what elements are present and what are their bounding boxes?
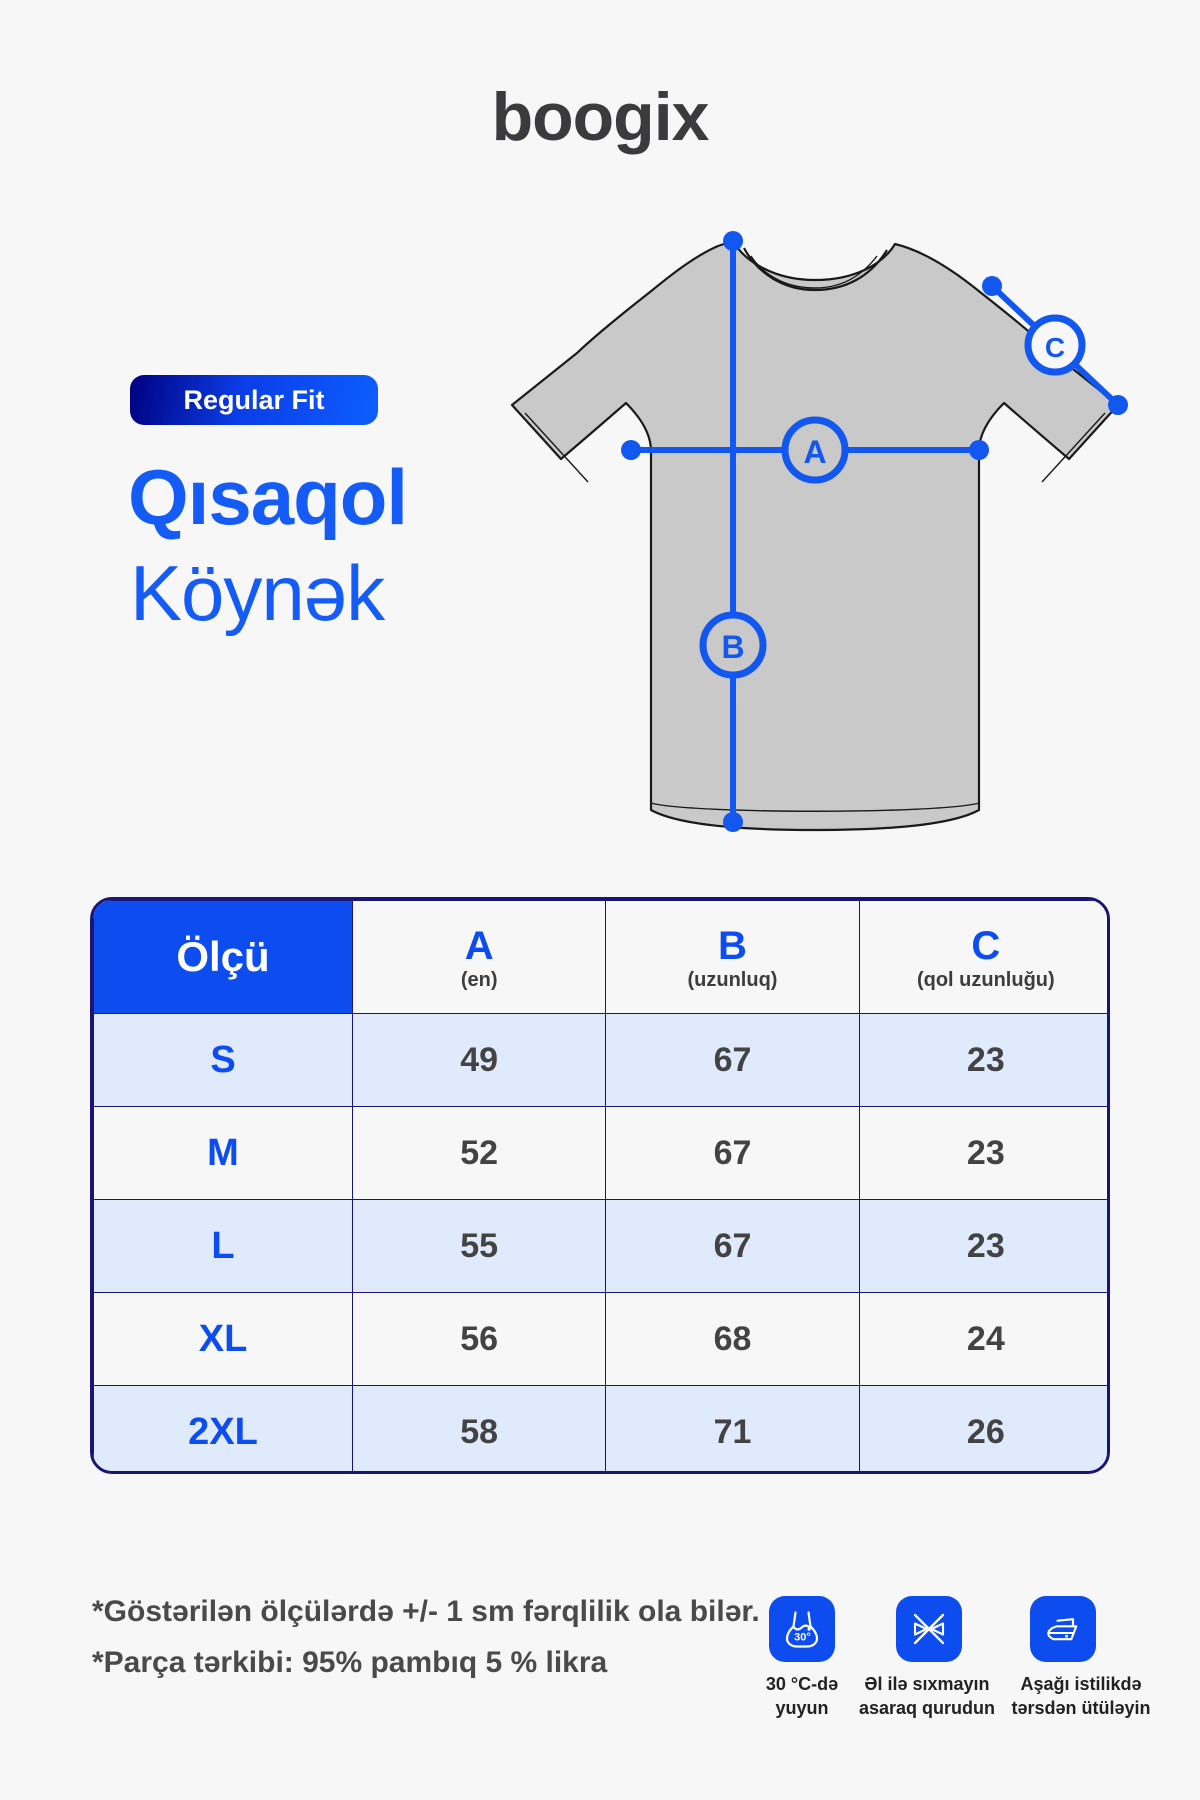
svg-text:C: C xyxy=(1045,332,1065,363)
svg-text:30°: 30° xyxy=(794,1632,811,1644)
svg-text:A: A xyxy=(803,434,826,470)
svg-text:B: B xyxy=(721,629,744,665)
